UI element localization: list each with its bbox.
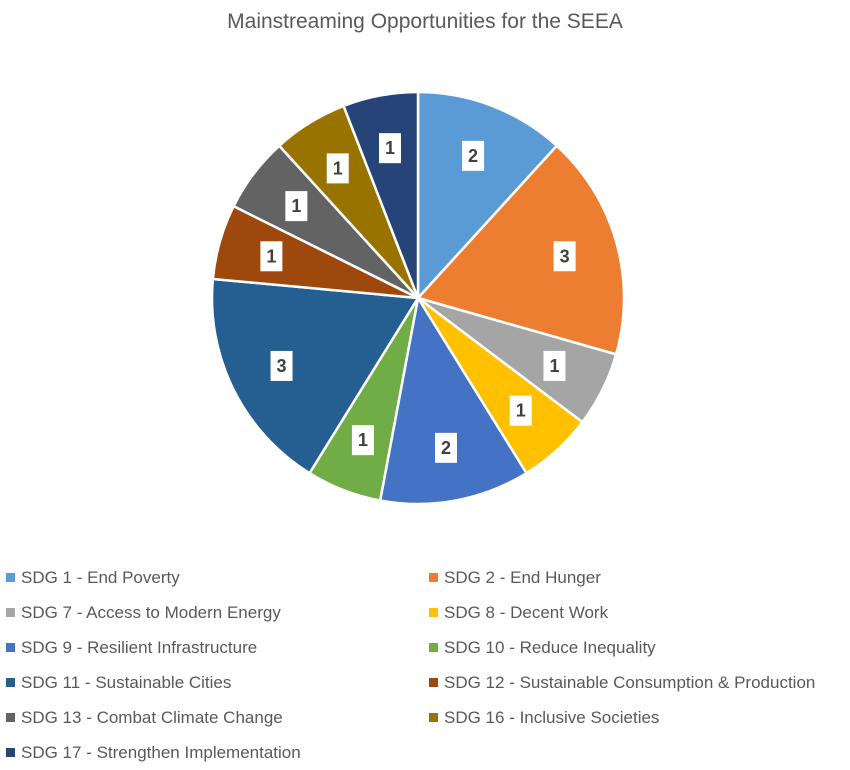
slice-data-label-background (326, 153, 349, 184)
legend-swatch (6, 678, 15, 687)
pie-slice (210, 277, 420, 475)
legend-item: SDG 9 - Resilient Infrastructure (6, 630, 429, 665)
slice-data-label: 3 (270, 350, 293, 381)
legend-item: SDG 11 - Sustainable Cities (6, 665, 429, 700)
slice-data-label-text: 2 (468, 146, 478, 166)
slice-data-label: 3 (553, 241, 576, 272)
data-labels-layer: 2 3 1 1 2 1 3 1 1 1 1 (260, 133, 576, 463)
legend-swatch (6, 643, 15, 652)
legend-item: SDG 8 - Decent Work (429, 595, 846, 630)
legend-label: SDG 13 - Combat Climate Change (21, 707, 283, 727)
legend-item: SDG 17 - Strengthen Implementation (6, 735, 429, 770)
legend-label: SDG 12 - Sustainable Consumption & Produ… (444, 672, 816, 692)
legend-swatch (6, 608, 15, 617)
slice-data-label-background (378, 133, 401, 164)
chart-title: Mainstreaming Opportunities for the SEEA (227, 10, 623, 33)
legend-label: SDG 11 - Sustainable Cities (21, 672, 232, 692)
legend-item: SDG 16 - Inclusive Societies (429, 700, 846, 735)
pie-slice (416, 90, 559, 300)
slice-data-label-text: 1 (291, 196, 301, 216)
legend-swatch (6, 573, 15, 582)
legend-swatch (6, 713, 15, 722)
legend-label: SDG 2 - End Hunger (444, 567, 601, 587)
legend-label: SDG 9 - Resilient Infrastructure (21, 637, 258, 657)
legend-label: SDG 8 - Decent Work (444, 602, 609, 622)
legend-label: SDG 17 - Strengthen Implementation (21, 742, 301, 762)
slice-data-label: 2 (462, 140, 485, 171)
legend-item: SDG 10 - Reduce Inequality (429, 630, 846, 665)
slice-data-label-background (543, 350, 566, 381)
legend-swatch (429, 608, 438, 617)
legend-item: SDG 12 - Sustainable Consumption & Produ… (429, 665, 846, 700)
slice-data-label: 1 (285, 191, 308, 222)
slice-data-label: 1 (351, 425, 374, 456)
slice-data-label-text: 1 (266, 246, 276, 266)
slice-data-label-background (553, 241, 576, 272)
slice-data-label-text: 1 (516, 401, 526, 421)
slice-data-label-text: 3 (560, 246, 570, 266)
pie-slice (416, 144, 626, 356)
legend-swatch (429, 573, 438, 582)
legend-label: SDG 1 - End Poverty (21, 567, 180, 587)
legend-label: SDG 7 - Access to Modern Energy (21, 602, 281, 622)
slice-data-label-background (435, 432, 458, 463)
slice-data-label-background (260, 241, 283, 272)
slice-data-label: 1 (260, 241, 283, 272)
legend-item: SDG 1 - End Poverty (6, 560, 429, 595)
slice-data-label-text: 1 (385, 138, 395, 158)
slice-data-label: 1 (509, 395, 532, 426)
legend-swatch (429, 643, 438, 652)
legend-swatch (429, 678, 438, 687)
slice-data-label-text: 3 (277, 356, 287, 376)
legend-item: SDG 2 - End Hunger (429, 560, 846, 595)
slice-data-label-background (509, 395, 532, 426)
slice-data-label: 1 (378, 133, 401, 164)
slice-data-label-text: 1 (358, 430, 368, 450)
legend-label: SDG 10 - Reduce Inequality (444, 637, 656, 657)
slice-data-label-text: 1 (333, 158, 343, 178)
legend-swatch (6, 748, 15, 757)
slice-data-label-background (462, 140, 485, 171)
slice-data-label: 2 (435, 432, 458, 463)
slice-data-label-background (270, 350, 293, 381)
slice-data-label-background (351, 425, 374, 456)
slice-data-label-text: 1 (549, 356, 559, 376)
slice-data-label-text: 2 (441, 438, 451, 458)
pie-chart: 2 3 1 1 2 1 3 1 1 1 1 (210, 90, 626, 506)
slices-layer (210, 90, 626, 506)
slice-data-label-background (285, 191, 308, 222)
legend-item: SDG 13 - Combat Climate Change (6, 700, 429, 735)
slice-data-label: 1 (326, 153, 349, 184)
pie-slice (378, 296, 528, 506)
chart-legend: SDG 1 - End Poverty SDG 2 - End Hunger SDG… (6, 560, 846, 770)
legend-label: SDG 16 - Inclusive Societies (444, 707, 660, 727)
slice-data-label: 1 (543, 350, 566, 381)
legend-item: SDG 7 - Access to Modern Energy (6, 595, 429, 630)
legend-swatch (429, 713, 438, 722)
